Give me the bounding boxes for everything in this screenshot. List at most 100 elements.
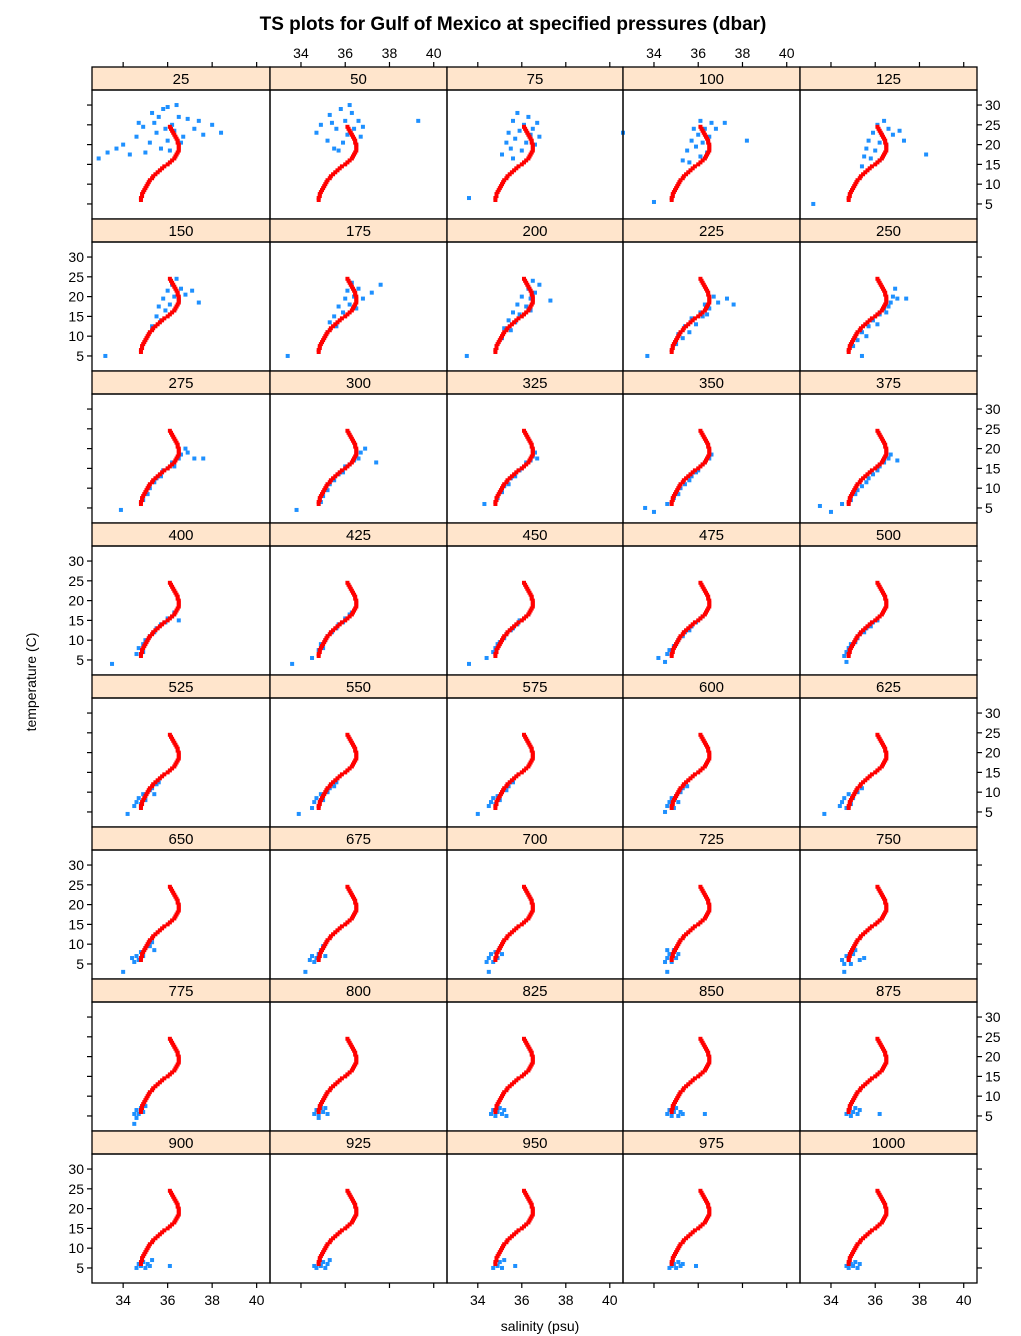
observation-point	[667, 1108, 672, 1113]
observation-point	[136, 796, 141, 801]
observation-point	[667, 648, 672, 653]
reference-point	[328, 326, 333, 331]
panel-350: 350	[622, 370, 801, 524]
reference-point	[867, 774, 872, 779]
reference-point	[153, 932, 158, 937]
panel-200: 200	[446, 218, 624, 372]
panel-frame	[446, 1153, 624, 1284]
observation-point	[358, 134, 363, 139]
reference-point	[333, 778, 338, 783]
reference-point	[170, 310, 175, 315]
reference-point	[333, 1082, 338, 1087]
observation-point	[665, 652, 670, 657]
observation-point	[846, 1265, 851, 1270]
observation-point	[663, 809, 668, 814]
observation-point	[846, 792, 851, 797]
observation-point	[842, 961, 847, 966]
observation-point	[349, 110, 354, 115]
observation-point	[533, 450, 537, 455]
reference-point	[151, 478, 156, 483]
panel-strip-label: 150	[168, 223, 193, 240]
observation-point	[314, 1265, 319, 1270]
reference-point	[347, 462, 352, 467]
panel-strip-label: 400	[168, 527, 193, 544]
observation-point	[321, 1110, 326, 1115]
reference-point	[688, 624, 693, 629]
reference-point	[170, 614, 175, 619]
reference-point	[512, 472, 517, 477]
y-tick-label: 20	[985, 441, 1001, 457]
reference-point	[688, 776, 693, 781]
reference-point	[505, 326, 510, 331]
reference-point	[347, 614, 352, 619]
reference-point	[339, 1228, 344, 1233]
observation-point	[875, 468, 880, 473]
reference-point	[524, 918, 529, 923]
reference-point	[514, 1078, 519, 1083]
observation-point	[513, 136, 518, 141]
observation-point	[327, 320, 332, 325]
reference-point	[160, 318, 165, 323]
x-tick-label: 38	[204, 1292, 220, 1308]
panel-strip-label: 975	[699, 1135, 724, 1152]
y-tick-label: 25	[68, 877, 84, 893]
reference-point	[686, 930, 691, 935]
observation-point	[517, 312, 522, 317]
observation-point	[141, 1110, 146, 1115]
panel-frame	[799, 849, 978, 980]
reference-point	[502, 178, 507, 183]
observation-point	[844, 650, 849, 655]
reference-point	[875, 1224, 880, 1229]
reference-point	[514, 166, 519, 171]
reference-point	[507, 1236, 512, 1241]
reference-point	[524, 1070, 529, 1075]
reference-point	[343, 314, 348, 319]
reference-point	[698, 768, 703, 773]
reference-point	[696, 1226, 701, 1231]
reference-point	[869, 772, 874, 777]
y-tick-label: 30	[985, 705, 1001, 721]
observation-point	[504, 1113, 509, 1118]
reference-point	[869, 1228, 874, 1233]
observation-point	[859, 330, 864, 335]
reference-point	[339, 620, 344, 625]
panel-strip-label: 525	[168, 679, 193, 696]
reference-point	[678, 1242, 683, 1247]
reference-point	[698, 428, 703, 433]
panel-strip-label: 175	[346, 223, 371, 240]
panel-strip-label: 25	[173, 71, 190, 88]
y-tick-label: 20	[68, 1201, 84, 1217]
panel-100: 100	[622, 66, 801, 220]
reference-point	[160, 926, 165, 931]
observation-point	[511, 156, 515, 161]
reference-point	[512, 320, 517, 325]
panel-frame	[91, 89, 271, 220]
observation-point	[864, 480, 869, 485]
observation-point	[515, 302, 520, 307]
observation-point	[196, 118, 201, 123]
reference-point	[162, 620, 167, 625]
observation-point	[360, 296, 365, 301]
reference-point	[698, 920, 703, 925]
reference-point	[337, 166, 342, 171]
y-tick-label: 5	[76, 652, 84, 668]
reference-point	[684, 172, 689, 177]
panel-675: 675	[269, 826, 448, 980]
reference-point	[165, 466, 170, 471]
observation-point	[700, 314, 705, 319]
observation-point	[312, 1111, 317, 1116]
panel-125: 125	[799, 66, 978, 220]
y-tick-label: 25	[985, 117, 1001, 133]
reference-point	[875, 312, 880, 317]
reference-point	[147, 178, 152, 183]
observation-point	[174, 103, 179, 108]
observation-point	[526, 114, 531, 119]
x-tick-label: 34	[823, 1292, 839, 1308]
observation-point	[871, 130, 876, 135]
reference-point	[875, 160, 880, 165]
reference-point	[167, 616, 172, 621]
y-tick-label: 20	[68, 593, 84, 609]
observation-point	[696, 132, 701, 137]
reference-point	[328, 1238, 333, 1243]
reference-point	[502, 1242, 507, 1247]
